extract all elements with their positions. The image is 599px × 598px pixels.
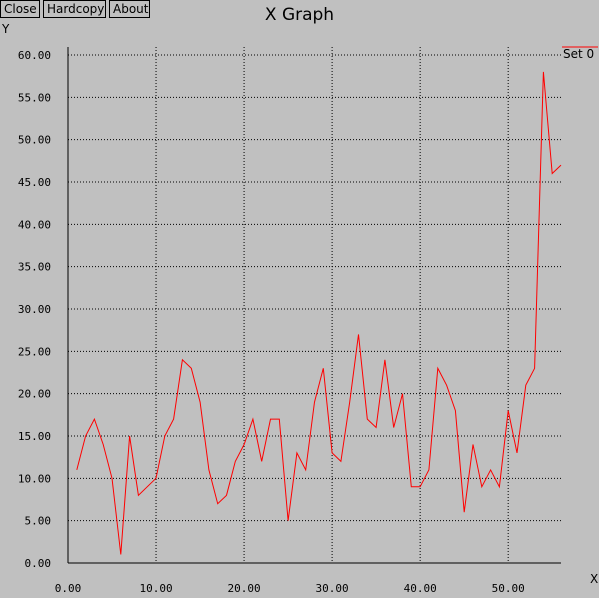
x-tick-label: 20.00 <box>228 582 261 595</box>
y-tick-label: 0.00 <box>25 557 52 570</box>
x-axis-label: X <box>590 572 598 586</box>
y-tick-label: 25.00 <box>18 345 51 358</box>
y-tick-label: 10.00 <box>18 472 51 485</box>
y-tick-label: 55.00 <box>18 91 51 104</box>
x-tick-label: 0.00 <box>55 582 82 595</box>
legend: Set 0 <box>562 46 598 61</box>
legend-label: Set 0 <box>563 47 594 61</box>
y-tick-label: 20.00 <box>18 388 51 401</box>
y-tick-label: 15.00 <box>18 430 51 443</box>
x-tick-label: 10.00 <box>139 582 172 595</box>
series-line <box>76 71 562 555</box>
chart-title: X Graph <box>264 5 335 25</box>
y-tick-label: 45.00 <box>18 176 51 189</box>
hardcopy-button[interactable]: Hardcopy <box>43 0 106 18</box>
close-button[interactable]: Close <box>0 0 40 18</box>
x-tick-label: 30.00 <box>316 582 349 595</box>
y-tick-label: 50.00 <box>18 134 51 147</box>
y-tick-label: 40.00 <box>18 218 51 231</box>
tick-labels: 0.00 5.00 10.00 15.00 20.00 25.00 30.00 35.00 40… <box>18 49 525 595</box>
y-tick-label: 35.00 <box>18 261 51 274</box>
y-tick-label: 5.00 <box>25 515 52 528</box>
x-tick-label: 50.00 <box>492 582 525 595</box>
x-tick-label: 40.00 <box>404 582 437 595</box>
grid-lines <box>67 47 561 564</box>
y-axis-label: Y <box>1 22 10 36</box>
y-tick-label: 60.00 <box>18 49 51 62</box>
series-lines <box>76 71 562 555</box>
y-tick-label: 30.00 <box>18 303 51 316</box>
about-button[interactable]: About <box>109 0 150 18</box>
